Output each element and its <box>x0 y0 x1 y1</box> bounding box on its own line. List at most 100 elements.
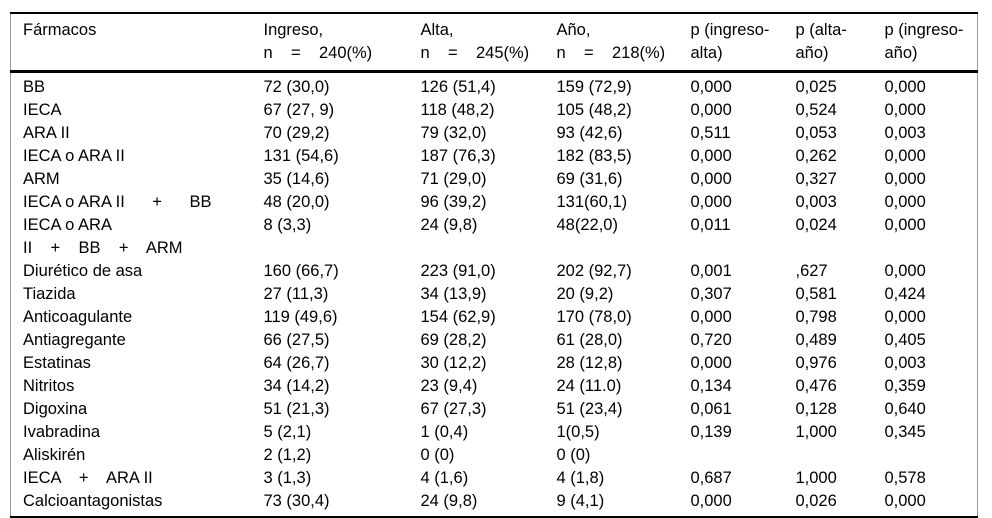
value-cell: 0,000 <box>884 147 926 165</box>
drug-name-cell: ARM <box>23 170 60 188</box>
value-cell: 67 (27,3) <box>420 400 487 418</box>
value-cell: 0,000 <box>690 147 732 165</box>
value-cell: 79 (32,0) <box>420 124 487 142</box>
value-cell: 0,640 <box>884 400 926 418</box>
value-cell: 0,687 <box>690 469 732 487</box>
value-cell <box>784 444 873 467</box>
value-cell: 4 (1,8) <box>556 469 605 487</box>
value-cell: 0,581 <box>795 285 837 303</box>
value-cell: 0,139 <box>690 423 732 441</box>
value-cell: 0,053 <box>795 124 837 142</box>
value-cell: 0,061 <box>690 400 732 418</box>
value-cell: 0,976 <box>795 354 837 372</box>
value-cell: 28 (12,8) <box>556 354 623 372</box>
value-cell: 72 (30,0) <box>263 78 330 96</box>
value-cell: 0,001 <box>690 262 732 280</box>
value-cell: 0,000 <box>690 101 732 119</box>
value-cell: 0,003 <box>884 124 926 142</box>
drug-name-cell: Calcioantagonistas <box>23 492 163 510</box>
value-cell: 0,307 <box>690 285 732 303</box>
value-cell: 182 (83,5) <box>556 147 632 165</box>
header-row: Fármacos Ingreso, n = 240(%) Alta, n = 2… <box>10 13 978 73</box>
table-row: ARM 35 (14,6) 71 (29,0) 69 (31,6) 0,000 0,327… <box>11 168 978 191</box>
value-cell: ,627 <box>795 262 828 280</box>
value-cell: 0,000 <box>690 170 732 188</box>
value-cell: 5 (2,1) <box>263 423 312 441</box>
table-row: Nitritos 34 (14,2) 23 (9,4) 24 (11.0) 0,134 0… <box>11 375 978 398</box>
table-row: Aliskirén 2 (1,2) 0 (0) 0 (0) <box>11 444 978 467</box>
table-row: Calcioantagonistas 73 (30,4) 24 (9,8) 9 (4,… <box>11 490 978 517</box>
table-header: Fármacos Ingreso, n = 240(%) Alta, n = 2… <box>10 13 978 73</box>
value-cell: 8 (3,3) <box>263 216 312 234</box>
value-cell: 0,003 <box>795 193 837 211</box>
value-cell: 0 (0) <box>556 446 591 464</box>
drug-name-cell: Diurético de asa <box>23 262 143 280</box>
value-cell: 96 (39,2) <box>420 193 487 211</box>
column-header-alta: Alta, n = 245(%) <box>408 13 545 73</box>
value-cell: 0,359 <box>884 377 926 395</box>
value-cell: 1(0,5) <box>556 423 600 441</box>
value-cell: 0,262 <box>795 147 837 165</box>
value-cell: 70 (29,2) <box>263 124 330 142</box>
drug-name-cell: BB <box>23 78 46 96</box>
drug-name-cell: IECA + ARA II <box>23 469 153 487</box>
value-cell: 0,345 <box>884 423 926 441</box>
value-cell: 20 (9,2) <box>556 285 614 303</box>
value-cell: 0,000 <box>884 78 926 96</box>
table-row: Digoxina 51 (21,3) 67 (27,3) 51 (23,4) 0,061… <box>11 398 978 421</box>
drug-name-cell: Antiagregante <box>23 331 126 349</box>
drug-name-cell: IECA <box>23 101 62 119</box>
drug-name-cell: IECA o ARA II + BB <box>23 193 212 211</box>
value-cell: 69 (28,2) <box>420 331 487 349</box>
column-header-p-ingreso-ano: p (ingreso- año) <box>872 13 978 73</box>
value-cell: 0,000 <box>884 308 926 326</box>
table-row: ARA II 70 (29,2) 79 (32,0) 93 (42,6) 0,511 0,… <box>11 122 978 145</box>
value-cell <box>679 444 784 467</box>
value-cell: 0,000 <box>690 78 732 96</box>
value-cell: 1,000 <box>795 423 837 441</box>
drug-name-cell: Estatinas <box>23 354 91 372</box>
value-cell: 71 (29,0) <box>420 170 487 188</box>
value-cell: 160 (66,7) <box>263 262 339 280</box>
table-row: IECA o ARA II + BB 48 (20,0) 96 (39,2) 131(… <box>11 191 978 214</box>
value-cell: 2 (1,2) <box>263 446 312 464</box>
drug-name-cell: Nitritos <box>23 377 75 395</box>
value-cell: 69 (31,6) <box>556 170 623 188</box>
drug-name-cell: Ivabradina <box>23 423 101 441</box>
value-cell: 159 (72,9) <box>556 78 632 96</box>
table-row: Estatinas 64 (26,7) 30 (12,2) 28 (12,8) 0,00… <box>11 352 978 375</box>
value-cell: 0,000 <box>884 101 926 119</box>
value-cell: 0,000 <box>884 492 926 510</box>
value-cell: 48(22,0) <box>556 216 618 234</box>
value-cell: 0,405 <box>884 331 926 349</box>
value-cell: 223 (91,0) <box>420 262 496 280</box>
value-cell: 105 (48,2) <box>556 101 632 119</box>
drug-name-cell: ARA II <box>23 124 70 142</box>
value-cell: 0,511 <box>690 124 731 142</box>
value-cell <box>873 444 978 467</box>
value-cell: 0,000 <box>884 216 926 234</box>
table-row: IECA o ARA II + BB + ARM 8 (3,3) 24 (9,8) 4… <box>11 214 978 260</box>
value-cell: 67 (27, 9) <box>263 101 335 119</box>
value-cell: 4 (1,6) <box>420 469 469 487</box>
column-header-ingreso: Ingreso, n = 240(%) <box>251 13 409 73</box>
value-cell: 131 (54,6) <box>263 147 339 165</box>
value-cell: 0,720 <box>690 331 732 349</box>
value-cell: 9 (4,1) <box>556 492 605 510</box>
value-cell: 0,476 <box>795 377 837 395</box>
farmacos-table: Fármacos Ingreso, n = 240(%) Alta, n = 2… <box>10 12 978 518</box>
value-cell: 64 (26,7) <box>263 354 330 372</box>
value-cell: 23 (9,4) <box>420 377 478 395</box>
value-cell: 170 (78,0) <box>556 308 632 326</box>
value-cell: 51 (23,4) <box>556 400 623 418</box>
value-cell: 24 (11.0) <box>556 377 622 395</box>
value-cell: 0,000 <box>884 170 926 188</box>
value-cell: 131(60,1) <box>556 193 628 211</box>
value-cell: 0,003 <box>884 354 926 372</box>
value-cell: 0,000 <box>690 492 732 510</box>
value-cell: 0,578 <box>884 469 926 487</box>
table-row: Antiagregante 66 (27,5) 69 (28,2) 61 (28,0)… <box>11 329 978 352</box>
value-cell: 24 (9,8) <box>420 216 478 234</box>
value-cell: 35 (14,6) <box>263 170 330 188</box>
value-cell: 202 (92,7) <box>556 262 632 280</box>
